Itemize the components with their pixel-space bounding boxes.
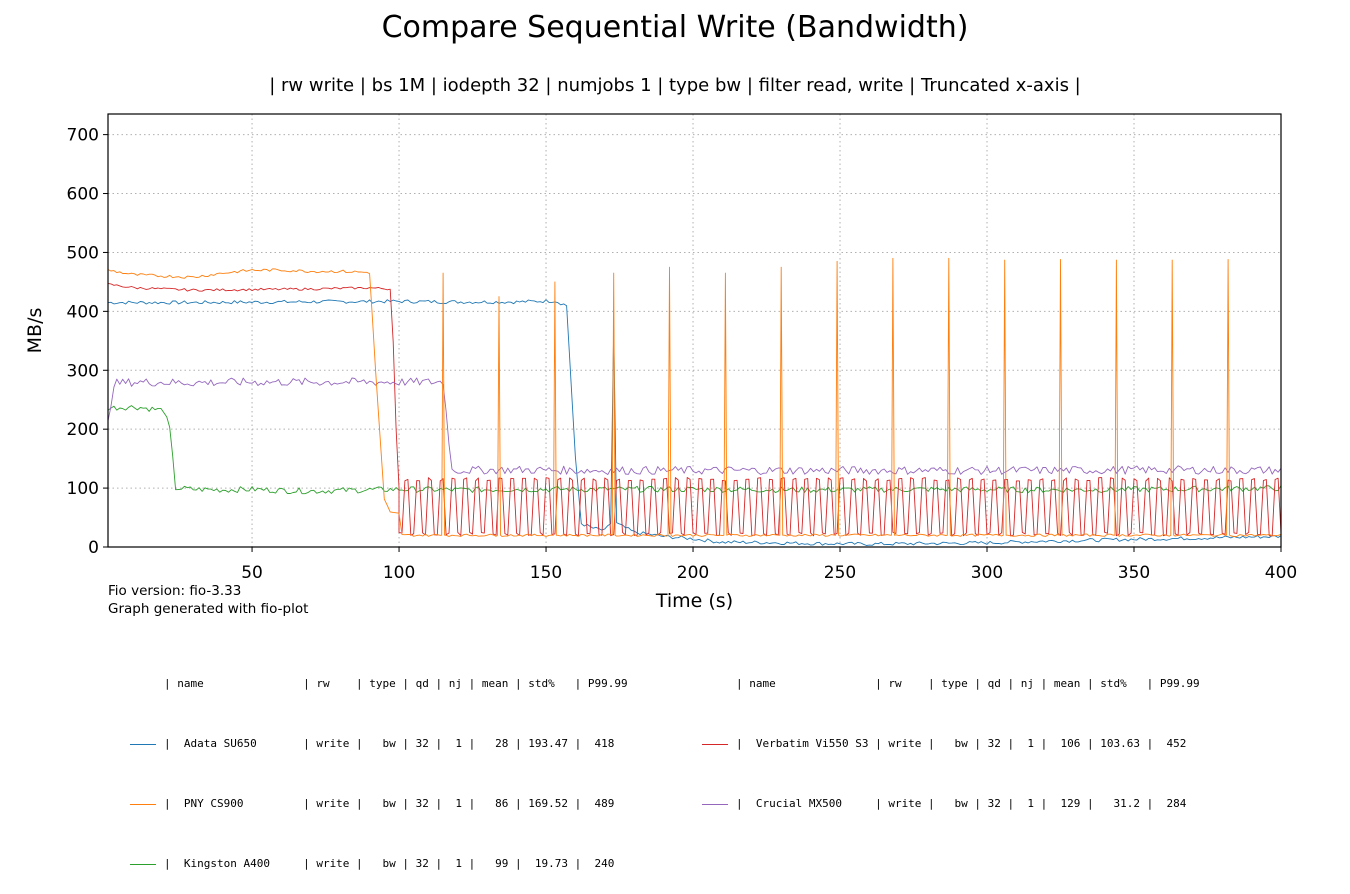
plot-frame bbox=[107, 113, 1282, 548]
x-tick-label: 400 bbox=[1265, 563, 1297, 583]
legend-swatch bbox=[130, 743, 156, 745]
x-axis-label: Time (s) bbox=[655, 590, 733, 612]
series-line-crucial-mx500 bbox=[107, 377, 1282, 475]
x-tick-label: 100 bbox=[383, 563, 415, 583]
y-tick-label: 400 bbox=[67, 302, 99, 322]
legend-header: | name | rw | type | qd | nj | mean | st… bbox=[736, 677, 1200, 690]
legend-header: | name | rw | type | qd | nj | mean | st… bbox=[164, 677, 628, 690]
legend-entry-kingston: | Kingston A400 | write | bw | 32 | 1 | … bbox=[130, 854, 628, 874]
x-tick-label: 350 bbox=[1118, 563, 1150, 583]
legend-swatch bbox=[130, 803, 156, 805]
legend-entry-adata: | Adata SU650 | write | bw | 32 | 1 | 28… bbox=[130, 734, 628, 754]
chart-svg: 0 100 200 300 400 500 600 700 50 100 150 200 250 300 3… bbox=[24, 113, 1297, 612]
legend-entry-crucial: | Crucial MX500 | write | bw | 32 | 1 | … bbox=[702, 794, 1200, 814]
chart-title: Compare Sequential Write (Bandwidth) bbox=[381, 10, 969, 45]
legend-entry-pny: | PNY CS900 | write | bw | 32 | 1 | 86 |… bbox=[130, 794, 628, 814]
y-axis-label: MB/s bbox=[24, 308, 46, 354]
y-tick-label: 0 bbox=[88, 538, 99, 558]
y-tick-label: 500 bbox=[67, 243, 99, 263]
series-line-adata-su650 bbox=[107, 299, 1282, 546]
y-tick-label: 200 bbox=[67, 420, 99, 440]
chart-subtitle: | rw write | bs 1M | iodepth 32 | numjob… bbox=[269, 75, 1081, 96]
series-line-pny-cs900 bbox=[107, 257, 1282, 537]
y-tick-label: 600 bbox=[67, 185, 99, 205]
y-tick-label: 300 bbox=[67, 361, 99, 381]
legend-swatch bbox=[130, 863, 156, 865]
fio-version-note: Fio version: fio-3.33 bbox=[108, 583, 242, 599]
y-tick-label: 100 bbox=[67, 479, 99, 499]
x-tick-label: 50 bbox=[241, 563, 263, 583]
x-tick-label: 300 bbox=[971, 563, 1003, 583]
series-line-verbatim-vi550-s3 bbox=[107, 282, 1282, 537]
y-tick-label: 700 bbox=[67, 126, 99, 146]
legend-left: | name | rw | type | qd | nj | mean | st… bbox=[130, 634, 628, 894]
legend-swatch bbox=[702, 743, 728, 745]
legend-swatch bbox=[702, 803, 728, 805]
legend-entry-verbatim: | Verbatim Vi550 S3 | write | bw | 32 | … bbox=[702, 734, 1200, 754]
x-tick-label: 150 bbox=[530, 563, 562, 583]
series-line-kingston-a400 bbox=[107, 405, 1282, 495]
x-tick-label: 250 bbox=[824, 563, 856, 583]
legend-right: | name | rw | type | qd | nj | mean | st… bbox=[702, 634, 1200, 834]
x-tick-label: 200 bbox=[677, 563, 709, 583]
fio-generated-note: Graph generated with fio-plot bbox=[108, 601, 309, 617]
